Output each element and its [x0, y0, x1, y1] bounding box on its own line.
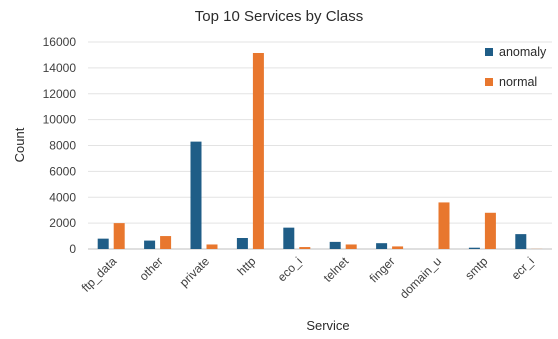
legend-swatch-anomaly — [485, 48, 493, 56]
y-tick-label: 10000 — [43, 113, 77, 127]
bar-normal-eco_i — [299, 247, 311, 249]
y-tick-label: 0 — [69, 242, 76, 256]
bars — [97, 52, 543, 250]
legend: anomaly normal — [485, 44, 546, 104]
x-tick-label: other — [136, 254, 165, 283]
bar-normal-telnet — [345, 244, 357, 249]
bar-normal-http — [252, 52, 264, 250]
bar-anomaly-telnet — [329, 241, 341, 249]
bar-normal-other — [160, 236, 172, 249]
bar-anomaly-private — [190, 141, 202, 249]
x-tick-label: domain_u — [397, 254, 444, 301]
x-tick-label: private — [177, 254, 213, 290]
chart-title: Top 10 Services by Class — [194, 8, 364, 25]
y-tick-label: 6000 — [49, 164, 76, 178]
y-tick-label: 16000 — [43, 35, 77, 49]
bar-anomaly-eco_i — [283, 227, 295, 249]
y-axis-label: Count — [12, 127, 27, 162]
y-axis-ticks: 0 2000 4000 6000 8000 10000 12000 14000 16000 — [43, 35, 77, 256]
x-tick-label: eco_i — [275, 254, 305, 284]
y-tick-label: 14000 — [43, 61, 77, 75]
y-tick-label: 12000 — [43, 87, 77, 101]
gridlines — [88, 41, 552, 250]
x-tick-label: http — [234, 254, 258, 278]
bar-anomaly-smtp — [468, 247, 480, 249]
y-tick-label: 2000 — [49, 216, 76, 230]
legend-item-normal: normal — [485, 74, 546, 90]
x-tick-label: smtp — [462, 254, 491, 283]
x-tick-label: ftp_data — [79, 254, 120, 295]
y-tick-label: 4000 — [49, 190, 76, 204]
legend-item-anomaly: anomaly — [485, 44, 546, 60]
bar-anomaly-finger — [376, 243, 388, 249]
x-tick-label: telnet — [321, 254, 352, 285]
y-tick-label: 8000 — [49, 139, 76, 153]
bar-normal-finger — [392, 246, 404, 249]
bar-anomaly-ftp_data — [97, 238, 109, 249]
legend-swatch-normal — [485, 78, 493, 86]
bar-anomaly-ecr_i — [515, 234, 527, 249]
bar-anomaly-other — [144, 240, 156, 249]
bar-normal-domain_u — [438, 202, 450, 249]
bar-anomaly-http — [236, 238, 248, 249]
x-tick-label: finger — [367, 254, 398, 285]
bar-normal-smtp — [484, 212, 496, 249]
legend-label-normal: normal — [499, 75, 538, 89]
bar-normal-private — [206, 244, 218, 249]
x-axis-label: Service — [306, 318, 349, 333]
x-axis-ticks: ftp_data other private http eco_i telnet finge… — [79, 254, 537, 302]
legend-label-anomaly: anomaly — [499, 45, 547, 59]
bar-normal-ftp_data — [113, 223, 125, 249]
x-tick-label: ecr_i — [509, 254, 537, 282]
